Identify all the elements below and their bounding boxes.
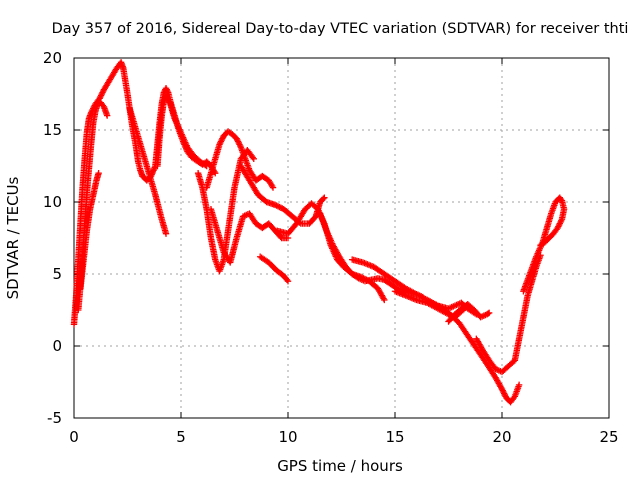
data-point bbox=[95, 170, 102, 177]
data-point bbox=[284, 278, 292, 285]
data-point bbox=[500, 390, 508, 397]
data-point bbox=[235, 139, 242, 147]
y-axis-label: SDTVAR / TECUs bbox=[4, 176, 22, 299]
plot-frame bbox=[73, 57, 610, 419]
data-point bbox=[268, 182, 276, 190]
data-point bbox=[216, 141, 223, 148]
data-point bbox=[202, 161, 209, 169]
y-tick-label: 15 bbox=[43, 121, 62, 139]
data-point bbox=[498, 386, 506, 393]
data-point bbox=[277, 204, 285, 211]
data-point bbox=[163, 86, 170, 93]
data-point bbox=[538, 241, 546, 248]
data-point bbox=[236, 141, 243, 148]
chart-title: Day 357 of 2016, Sidereal Day-to-day VTE… bbox=[52, 21, 629, 37]
data-point bbox=[555, 221, 563, 229]
data-point bbox=[250, 155, 257, 162]
data-point bbox=[166, 99, 173, 106]
data-point bbox=[485, 309, 493, 317]
grid bbox=[74, 58, 609, 418]
data-point bbox=[162, 92, 170, 99]
y-tick-label: -5 bbox=[47, 409, 62, 427]
x-tick-label: 15 bbox=[385, 428, 404, 446]
data-point bbox=[269, 184, 277, 191]
data-point bbox=[164, 96, 172, 103]
data-point bbox=[556, 220, 563, 227]
y-tick-label: 10 bbox=[43, 193, 62, 211]
data-point bbox=[97, 92, 105, 99]
data-point bbox=[218, 136, 225, 144]
data-point bbox=[558, 217, 565, 224]
data-point bbox=[203, 162, 210, 170]
y-tick-label: 5 bbox=[52, 265, 62, 283]
data-point bbox=[233, 135, 240, 142]
data-point bbox=[219, 135, 226, 142]
data-point bbox=[320, 195, 327, 202]
data-point bbox=[380, 295, 387, 302]
data-point bbox=[162, 230, 170, 237]
axes: 0 5 10 15 20 25 -5 0 5 10 15 20 bbox=[43, 49, 619, 446]
data-point bbox=[558, 216, 566, 223]
data-point bbox=[500, 388, 507, 396]
data-point bbox=[537, 242, 544, 249]
series-secondary-peak-to-6.2h bbox=[154, 92, 210, 170]
series-segment-17.5h-to-19.4h bbox=[445, 301, 493, 325]
data-point bbox=[165, 98, 173, 105]
data-point bbox=[162, 85, 170, 92]
data-point bbox=[501, 391, 509, 399]
data-point bbox=[98, 90, 106, 98]
data-point bbox=[164, 87, 171, 95]
data-point bbox=[163, 93, 170, 101]
data-point bbox=[237, 142, 244, 150]
x-tick-label: 0 bbox=[69, 428, 79, 446]
data-point bbox=[234, 136, 241, 144]
data-point bbox=[274, 203, 282, 210]
data-point bbox=[484, 310, 492, 317]
data-point bbox=[234, 138, 242, 145]
data-point bbox=[515, 381, 523, 389]
x-tick-label: 25 bbox=[599, 428, 618, 446]
series-branch-to-11.7h bbox=[237, 162, 328, 227]
y-tick-label: 0 bbox=[52, 337, 62, 355]
data-point bbox=[273, 202, 280, 209]
data-point bbox=[271, 201, 279, 209]
series-short-segment-9.0h bbox=[256, 253, 292, 285]
data-point bbox=[97, 93, 104, 101]
data-point bbox=[499, 387, 506, 394]
data-point bbox=[217, 139, 224, 147]
data-points bbox=[70, 59, 568, 406]
data-point bbox=[103, 112, 111, 119]
series-final-rise-to-22.8h bbox=[520, 194, 568, 295]
y-tick-label: 20 bbox=[43, 49, 62, 67]
data-point bbox=[381, 296, 388, 304]
data-point bbox=[249, 154, 256, 161]
data-point bbox=[164, 95, 171, 102]
data-point bbox=[321, 194, 328, 201]
series-low-branch-to-1.1h bbox=[77, 170, 102, 292]
x-tick-label: 10 bbox=[278, 428, 297, 446]
x-tick-label: 5 bbox=[176, 428, 186, 446]
x-tick-label: 20 bbox=[492, 428, 511, 446]
data-point bbox=[217, 138, 225, 145]
series-long-branch-6.5h-to-10h bbox=[207, 206, 292, 266]
data-point bbox=[283, 276, 291, 283]
data-point bbox=[557, 218, 564, 226]
series-steep-rise-21h bbox=[511, 252, 544, 364]
series-peak-7.3h-descending bbox=[203, 128, 277, 191]
data-point bbox=[276, 203, 283, 211]
series-late-dip-20.0h bbox=[473, 335, 519, 376]
x-axis-label: GPS time / hours bbox=[277, 457, 403, 475]
data-point bbox=[99, 89, 106, 96]
